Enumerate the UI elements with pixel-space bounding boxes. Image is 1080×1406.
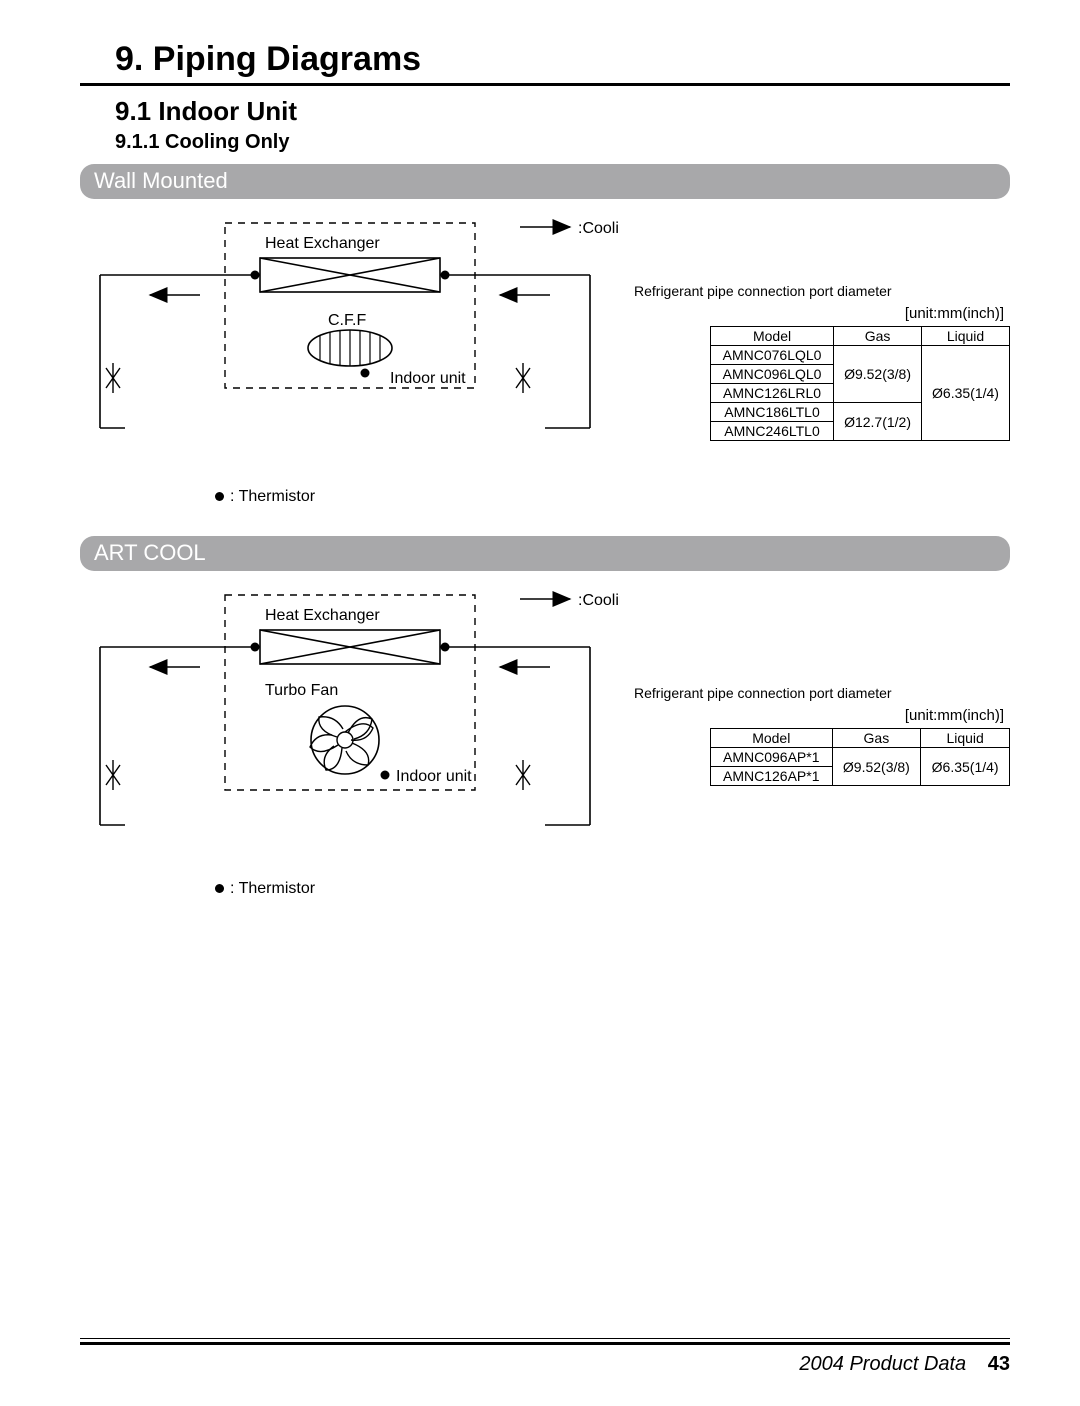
table-caption: Refrigerant pipe connection port diamete… (634, 685, 1010, 701)
model-cell: AMNC126LRL0 (711, 384, 834, 403)
rule-top (80, 83, 1010, 86)
th-model: Model (711, 729, 833, 748)
model-cell: AMNC126AP*1 (711, 767, 833, 786)
thermistor-legend: : Thermistor (215, 880, 620, 898)
liquid-cell: Ø6.35(1/4) (922, 346, 1010, 441)
footer-rule-thick (80, 1342, 1010, 1345)
section-wall-mounted: Heat Exchanger C.F.F Indoor unit (80, 213, 1010, 506)
th-liquid: Liquid (922, 327, 1010, 346)
gas-bottom-cell: Ø12.7(1/2) (834, 403, 922, 441)
model-cell: AMNC076LQL0 (711, 346, 834, 365)
unit-note: [unit:mm(inch)] (634, 305, 1004, 322)
model-cell: AMNC096AP*1 (711, 748, 833, 767)
indoor-unit-label: Indoor unit (390, 370, 466, 387)
spec-table-art-cool: Model Gas Liquid AMNC096AP*1 Ø9.52(3/8) … (710, 728, 1010, 786)
cooling-legend: :Cooling (578, 220, 620, 237)
footer-title: 2004 Product Data (799, 1353, 966, 1375)
piping-diagram-svg: Heat Exchanger Turbo Fan Indoor unit (80, 585, 620, 865)
th-gas: Gas (834, 327, 922, 346)
liquid-cell: Ø6.35(1/4) (921, 748, 1010, 786)
table-wall-mounted-col: Refrigerant pipe connection port diamete… (634, 213, 1010, 441)
diagram-wall-mounted: Heat Exchanger C.F.F Indoor unit (80, 213, 620, 506)
th-model: Model (711, 327, 834, 346)
piping-diagram-svg: Heat Exchanger C.F.F Indoor unit (80, 213, 620, 473)
heading-3: 9.1.1 Cooling Only (115, 131, 1010, 154)
page-number: 43 (988, 1353, 1010, 1375)
footer-rules (80, 1338, 1010, 1345)
thermistor-legend: : Thermistor (215, 488, 620, 506)
cff-label: C.F.F (328, 312, 366, 329)
thermistor-dot-icon (215, 492, 224, 501)
section-pill-art-cool: ART COOL (80, 536, 1010, 571)
heat-exchanger-label: Heat Exchanger (265, 607, 380, 624)
gas-cell: Ø9.52(3/8) (832, 748, 921, 786)
spec-table-wall-mounted: Model Gas Liquid AMNC076LQL0 Ø9.52(3/8) … (710, 326, 1010, 441)
th-gas: Gas (832, 729, 921, 748)
model-cell: AMNC096LQL0 (711, 365, 834, 384)
table-art-cool-col: Refrigerant pipe connection port diamete… (634, 585, 1010, 786)
unit-note: [unit:mm(inch)] (634, 707, 1004, 724)
footer-rule-thin (80, 1338, 1010, 1339)
thermistor-dot-icon (215, 884, 224, 893)
table-caption: Refrigerant pipe connection port diamete… (634, 283, 1010, 299)
turbo-fan-label: Turbo Fan (265, 682, 338, 699)
section-art-cool: Heat Exchanger Turbo Fan Indoor unit (80, 585, 1010, 898)
page-root: 9. Piping Diagrams 9.1 Indoor Unit 9.1.1… (0, 0, 1080, 1406)
model-cell: AMNC186LTL0 (711, 403, 834, 422)
section-pill-wall-mounted: Wall Mounted (80, 164, 1010, 199)
heading-2: 9.1 Indoor Unit (115, 96, 1010, 127)
heat-exchanger-label: Heat Exchanger (265, 235, 380, 252)
heading-1: 9. Piping Diagrams (115, 40, 1010, 79)
footer-text: 2004 Product Data 43 (80, 1353, 1010, 1376)
cooling-legend: :Cooling (578, 592, 620, 609)
indoor-unit-label: Indoor unit (396, 768, 472, 785)
diagram-art-cool: Heat Exchanger Turbo Fan Indoor unit (80, 585, 620, 898)
model-cell: AMNC246LTL0 (711, 422, 834, 441)
gas-top-cell: Ø9.52(3/8) (834, 346, 922, 403)
th-liquid: Liquid (921, 729, 1010, 748)
